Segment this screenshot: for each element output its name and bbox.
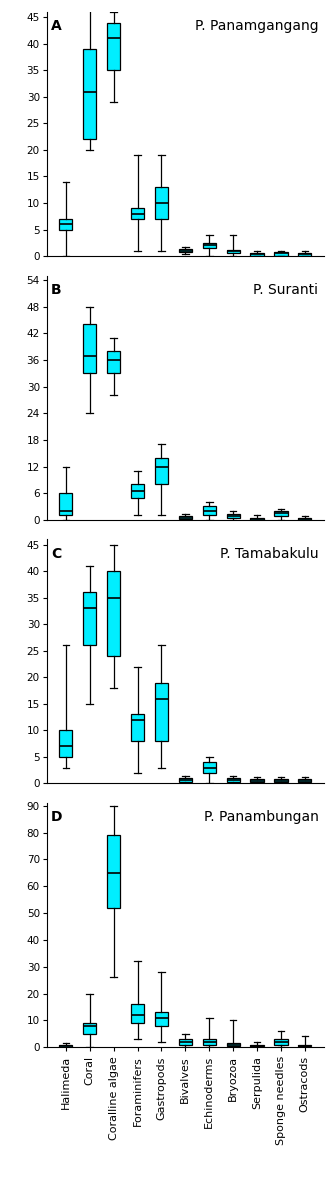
PathPatch shape <box>59 219 72 230</box>
PathPatch shape <box>155 683 168 741</box>
Text: A: A <box>51 19 62 33</box>
PathPatch shape <box>226 250 240 253</box>
PathPatch shape <box>250 779 264 783</box>
PathPatch shape <box>107 23 120 70</box>
Text: C: C <box>51 546 61 560</box>
PathPatch shape <box>83 1023 96 1034</box>
PathPatch shape <box>131 1004 144 1023</box>
PathPatch shape <box>107 351 120 374</box>
PathPatch shape <box>226 514 240 519</box>
Text: P. Panambungan: P. Panambungan <box>203 810 318 825</box>
PathPatch shape <box>203 763 216 772</box>
PathPatch shape <box>275 252 288 256</box>
PathPatch shape <box>179 1039 192 1045</box>
PathPatch shape <box>275 511 288 516</box>
PathPatch shape <box>59 731 72 757</box>
PathPatch shape <box>250 1045 264 1046</box>
PathPatch shape <box>179 778 192 782</box>
PathPatch shape <box>275 779 288 783</box>
PathPatch shape <box>298 518 311 520</box>
PathPatch shape <box>83 593 96 645</box>
PathPatch shape <box>107 835 120 908</box>
PathPatch shape <box>203 507 216 515</box>
PathPatch shape <box>298 779 311 783</box>
PathPatch shape <box>226 778 240 782</box>
PathPatch shape <box>155 187 168 219</box>
PathPatch shape <box>83 49 96 139</box>
PathPatch shape <box>203 243 216 248</box>
PathPatch shape <box>83 325 96 374</box>
PathPatch shape <box>226 1044 240 1046</box>
PathPatch shape <box>59 493 72 515</box>
Text: D: D <box>51 810 62 825</box>
PathPatch shape <box>131 714 144 741</box>
PathPatch shape <box>107 571 120 656</box>
PathPatch shape <box>275 1039 288 1045</box>
PathPatch shape <box>298 253 311 256</box>
PathPatch shape <box>298 1045 311 1046</box>
Text: P. Panamgangang: P. Panamgangang <box>195 19 318 33</box>
PathPatch shape <box>131 484 144 497</box>
PathPatch shape <box>59 1045 72 1047</box>
Text: P. Tamabakulu: P. Tamabakulu <box>220 546 318 560</box>
PathPatch shape <box>155 1013 168 1026</box>
PathPatch shape <box>179 249 192 252</box>
PathPatch shape <box>179 516 192 519</box>
PathPatch shape <box>203 1039 216 1045</box>
Text: B: B <box>51 283 61 298</box>
PathPatch shape <box>131 208 144 219</box>
PathPatch shape <box>155 458 168 484</box>
PathPatch shape <box>250 253 264 256</box>
PathPatch shape <box>250 518 264 520</box>
Text: P. Suranti: P. Suranti <box>254 283 318 298</box>
